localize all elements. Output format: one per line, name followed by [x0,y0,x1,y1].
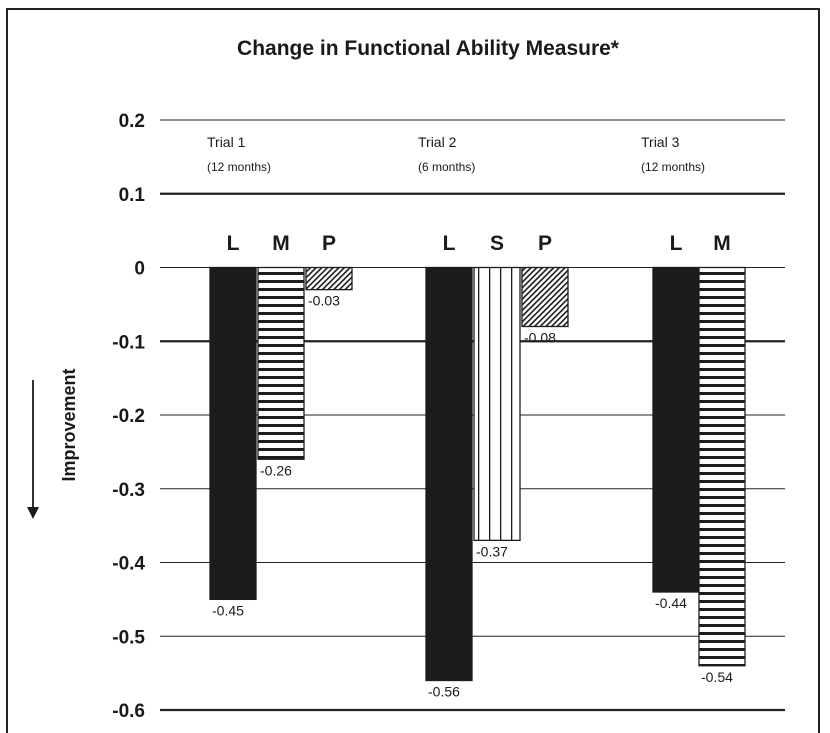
y-axis-ticks: 0.2 0.1 0 -0.1 -0.2 -0.3 -0.4 -0.5 -0.6 [112,111,145,722]
bar [209,266,257,601]
data-label: -0.45 [212,602,244,618]
bar-letter-label: M [713,232,731,255]
y-axis-label: Improvement [59,368,79,481]
data-label: -0.26 [260,462,292,478]
y-tick-label: -0.3 [112,480,145,501]
data-label: -0.03 [308,293,340,309]
bar-letter-label: L [670,232,683,255]
bar [257,266,305,460]
bar-letter-label: M [272,232,290,255]
trial-duration-label: (12 months) [641,160,705,174]
trial-duration-label: (6 months) [418,160,475,174]
trial-name-label: Trial 2 [418,134,457,150]
y-tick-label: 0 [134,259,145,280]
annotations: Trial 1 (12 months) L -0.45 M -0.26 P -0.03 Tria… [207,134,733,700]
trial-name-label: Trial 1 [207,134,246,150]
bar [473,266,521,542]
bar [652,266,700,593]
data-label: -0.56 [428,684,460,700]
y-tick-label: 0.1 [119,185,146,206]
y-tick-label: -0.6 [112,701,145,722]
trial-duration-label: (12 months) [207,160,271,174]
data-label: -0.54 [701,669,733,685]
y-tick-label: -0.5 [112,627,145,648]
y-tick-label: -0.1 [112,332,145,353]
down-arrow-icon [27,380,39,519]
bar-letter-label: P [538,232,552,255]
bar [305,266,353,291]
y-tick-label: 0.2 [119,111,145,132]
bar [521,266,569,328]
y-tick-label: -0.4 [112,554,145,575]
bar [698,266,746,667]
chart-frame [6,8,820,733]
bar-letter-label: L [227,232,240,255]
bar [425,266,473,682]
data-label: -0.37 [476,543,508,559]
bars [209,266,746,682]
bar-letter-label: S [490,232,504,255]
data-label: -0.44 [655,595,687,611]
trial-name-label: Trial 3 [641,134,680,150]
y-tick-label: -0.2 [112,406,145,427]
chart-title: Change in Functional Ability Measure* [237,37,620,60]
data-label: -0.08 [524,330,556,346]
bar-letter-label: P [322,232,336,255]
bar-letter-label: L [443,232,456,255]
